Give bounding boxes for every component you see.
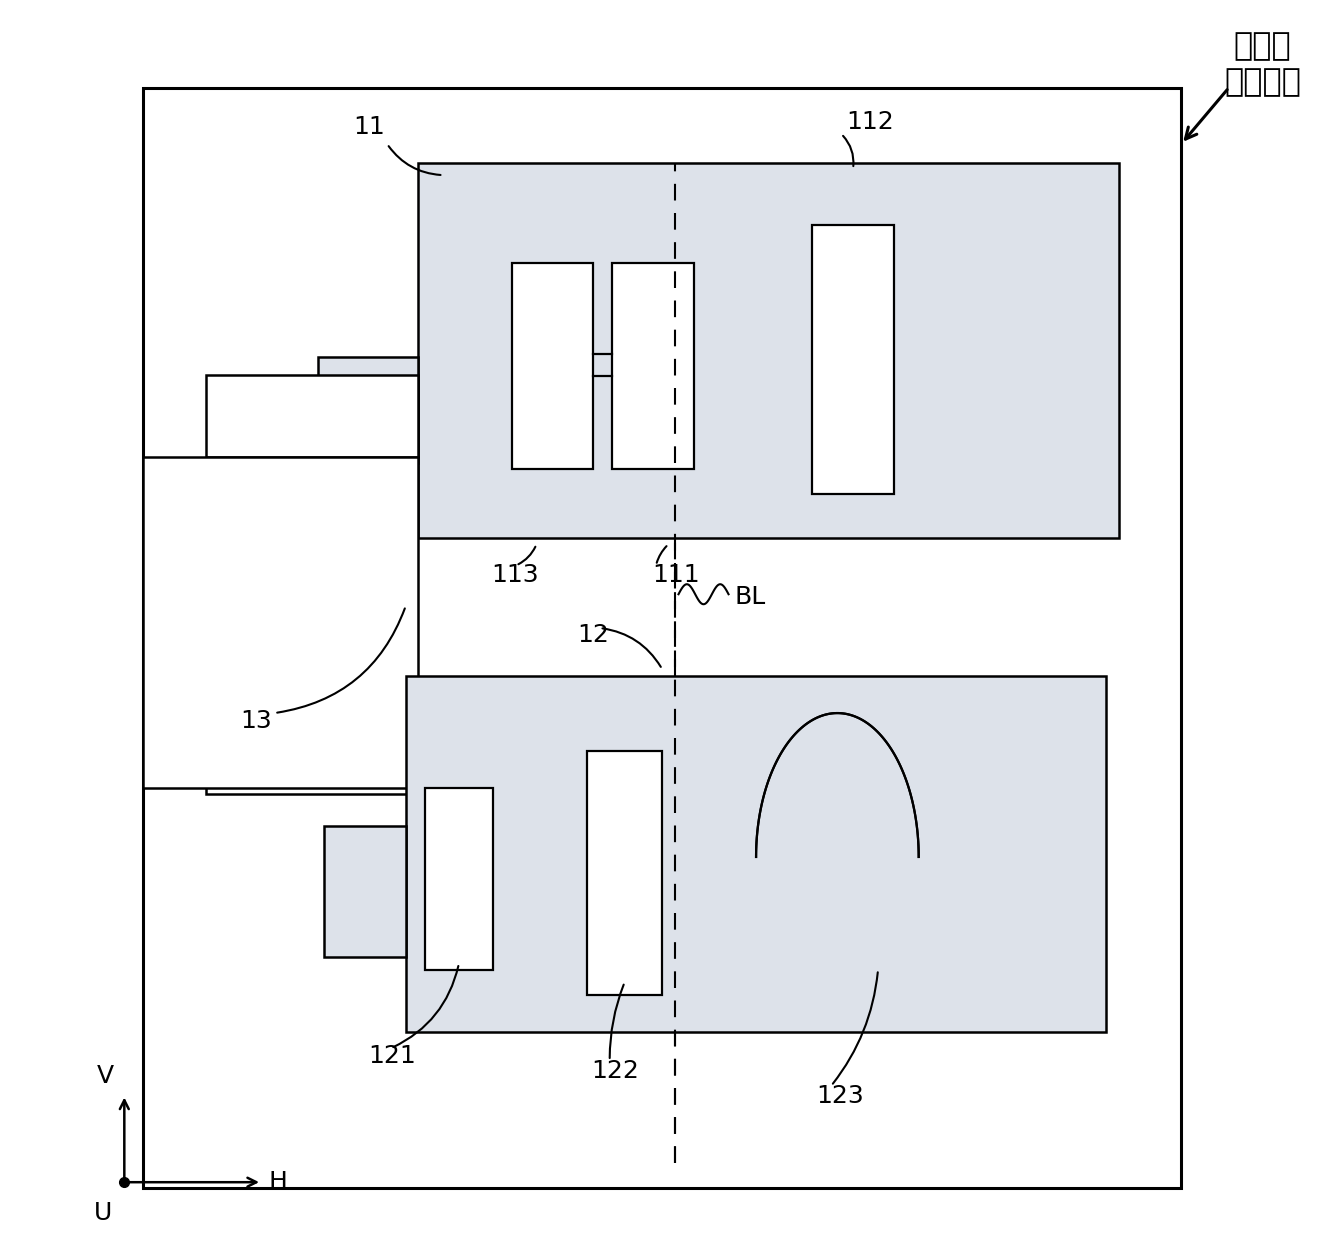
Bar <box>206 375 418 457</box>
Bar <box>206 726 418 794</box>
Bar <box>318 357 418 463</box>
Text: 111: 111 <box>652 563 699 587</box>
Text: V: V <box>98 1065 114 1088</box>
Text: H: H <box>269 1170 287 1195</box>
Bar <box>813 225 893 494</box>
Text: 融合型
深度相机: 融合型 深度相机 <box>1225 31 1301 98</box>
Bar <box>325 826 406 957</box>
Bar <box>512 263 594 469</box>
Bar <box>418 163 1119 538</box>
Text: 121: 121 <box>368 1045 416 1068</box>
Text: 11: 11 <box>353 115 385 139</box>
Text: 13: 13 <box>241 709 273 733</box>
Bar <box>425 788 493 970</box>
Text: 113: 113 <box>491 563 539 587</box>
Bar <box>143 457 418 788</box>
Bar <box>406 676 1106 1032</box>
Text: 112: 112 <box>846 110 894 134</box>
Text: U: U <box>94 1201 112 1225</box>
Text: BL: BL <box>735 585 766 609</box>
Bar <box>587 751 662 995</box>
Text: 123: 123 <box>816 1085 864 1108</box>
Text: 122: 122 <box>591 1060 639 1083</box>
Text: 12: 12 <box>578 623 610 647</box>
Bar <box>612 263 694 469</box>
Bar <box>143 88 1182 1188</box>
